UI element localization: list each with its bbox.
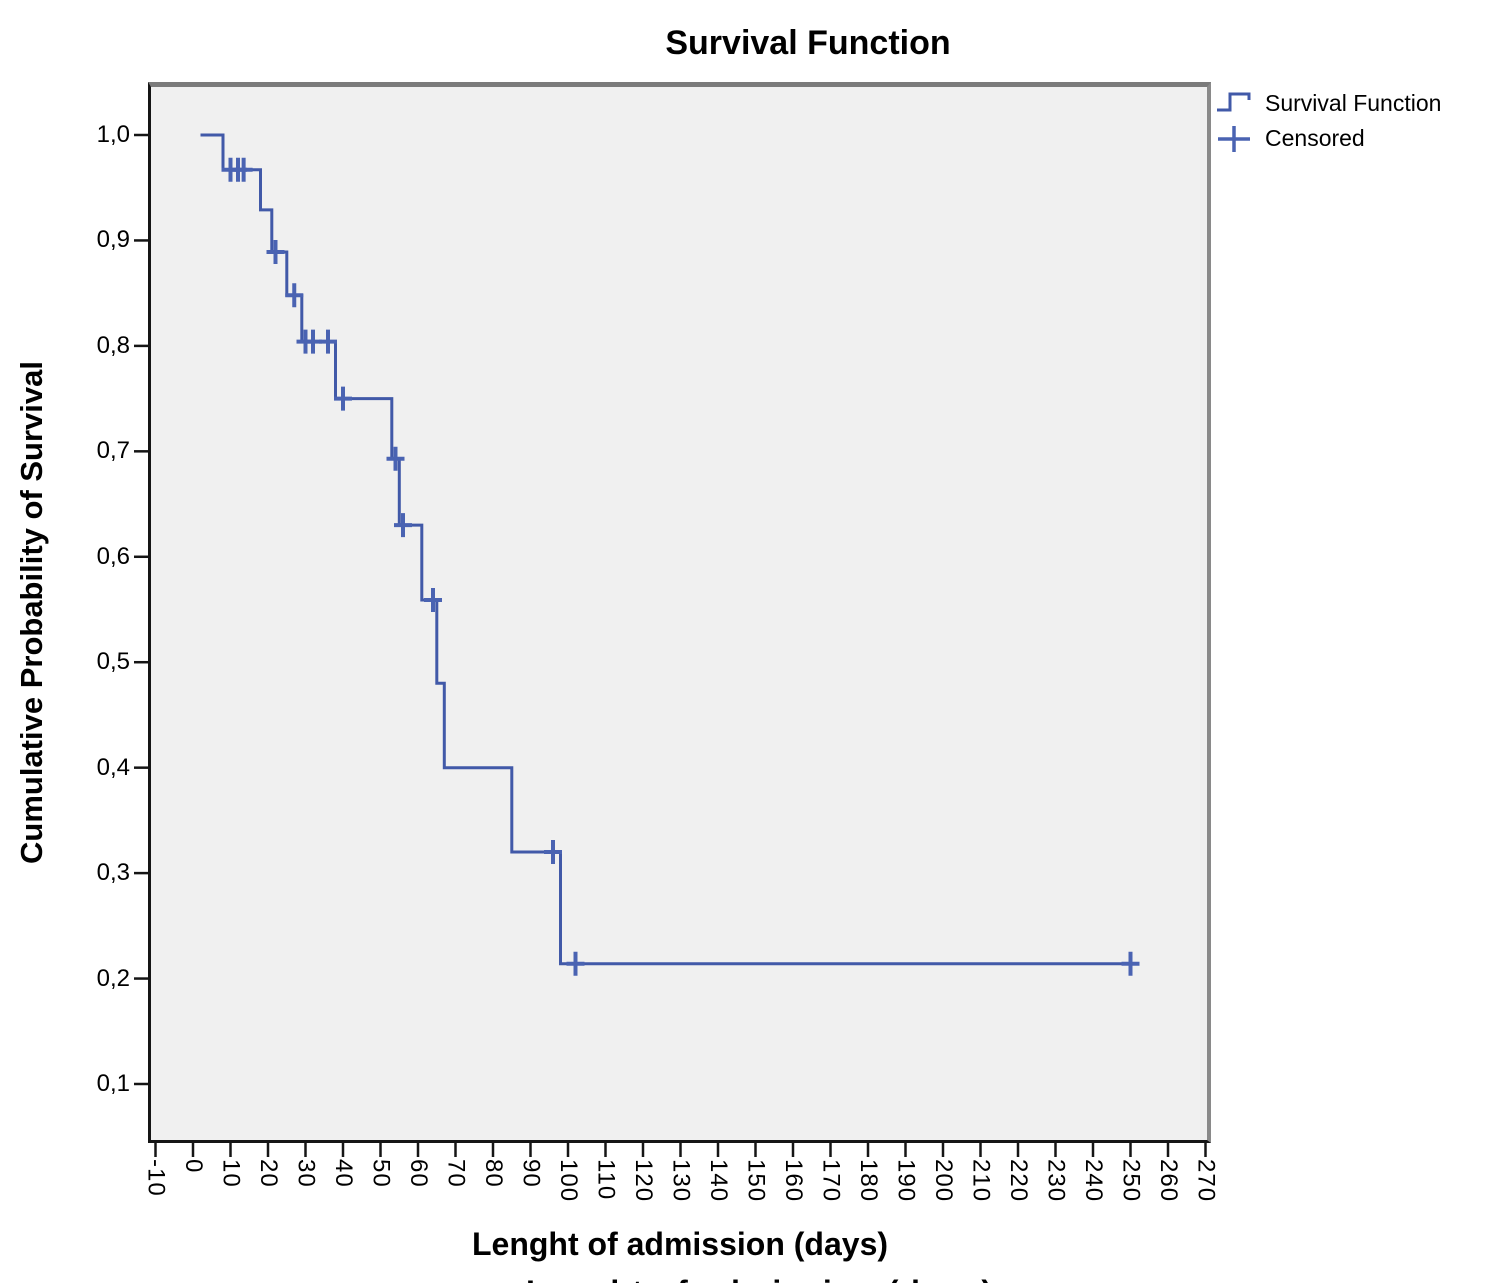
y-tick-label: 0,1 — [96, 1069, 130, 1097]
chart-title: Survival Function — [665, 24, 951, 62]
legend: Survival Function Censored — [1216, 86, 1441, 156]
x-tick-label: 100 — [555, 1159, 582, 1203]
censored-mark — [544, 840, 562, 865]
y-tick-label: 0,7 — [96, 437, 130, 465]
y-tick-label: 0,2 — [96, 964, 130, 992]
x-tick-label: 160 — [780, 1159, 807, 1203]
x-tick-label: 0 — [180, 1159, 207, 1174]
x-tick-label: 80 — [480, 1159, 507, 1188]
y-tick-label: 0,4 — [96, 753, 130, 781]
x-tick-label: 20 — [255, 1159, 282, 1188]
x-tick-label: 70 — [442, 1159, 470, 1188]
y-tick-label: 0,9 — [96, 226, 130, 254]
censored-mark — [424, 588, 442, 613]
x-tick-label: 250 — [1117, 1159, 1145, 1203]
x-tick-label: 150 — [742, 1159, 770, 1203]
x-tick-label: 90 — [517, 1159, 545, 1188]
x-tick-label: 230 — [1042, 1159, 1070, 1203]
x-tick-label: 110 — [592, 1159, 620, 1201]
legend-label: Censored — [1265, 125, 1365, 151]
legend-label: Survival Function — [1265, 90, 1442, 116]
x-tick-label: 180 — [855, 1159, 882, 1203]
x-tick-label: 120 — [630, 1159, 657, 1203]
censored-mark — [319, 329, 337, 354]
censored-mark — [334, 386, 352, 411]
x-tick-label: 170 — [817, 1159, 845, 1203]
x-tick-label: 260 — [1155, 1159, 1182, 1203]
x-tick-label: 10 — [217, 1159, 245, 1188]
clipped-caption-fragment: Lenght of admission (days) — [480, 1274, 1040, 1283]
censored-mark — [285, 283, 304, 308]
x-tick-label: 240 — [1080, 1159, 1107, 1203]
x-tick-label: 200 — [930, 1159, 957, 1203]
y-tick-label: 0,6 — [96, 542, 130, 570]
y-tick-label: 0,5 — [96, 648, 130, 676]
x-tick-label: 270 — [1192, 1159, 1220, 1203]
x-tick-label: 140 — [705, 1159, 732, 1203]
legend-item-censored: Censored — [1216, 121, 1441, 156]
x-tick-label: 130 — [667, 1159, 695, 1203]
step-line-icon — [1217, 92, 1251, 111]
plus-icon — [1218, 125, 1250, 152]
x-tick-label: 190 — [892, 1159, 920, 1203]
y-tick-label: 0,8 — [96, 331, 130, 359]
y-tick-label: 1,0 — [96, 121, 130, 148]
x-tick-label: 30 — [292, 1159, 320, 1188]
legend-item-survival-function: Survival Function — [1216, 86, 1441, 121]
plot-area — [148, 82, 1211, 1143]
censored-mark — [394, 513, 412, 538]
x-tick-label: 210 — [967, 1159, 995, 1203]
x-tick-label: 220 — [1005, 1159, 1032, 1203]
censored-mark — [1121, 951, 1140, 976]
x-tick-label: 40 — [330, 1159, 357, 1188]
censored-mark — [234, 157, 253, 182]
x-tick-label: -10 — [142, 1159, 170, 1197]
censored-mark — [386, 446, 405, 471]
survival-curve — [200, 133, 1131, 966]
censored-mark — [566, 951, 585, 976]
x-tick-label: 60 — [405, 1159, 432, 1188]
y-tick-label: 0,3 — [96, 859, 130, 887]
censored-mark — [266, 240, 285, 265]
x-tick-label: 50 — [367, 1159, 395, 1188]
x-axis-title: Lenght of admission (days) — [471, 1226, 889, 1262]
